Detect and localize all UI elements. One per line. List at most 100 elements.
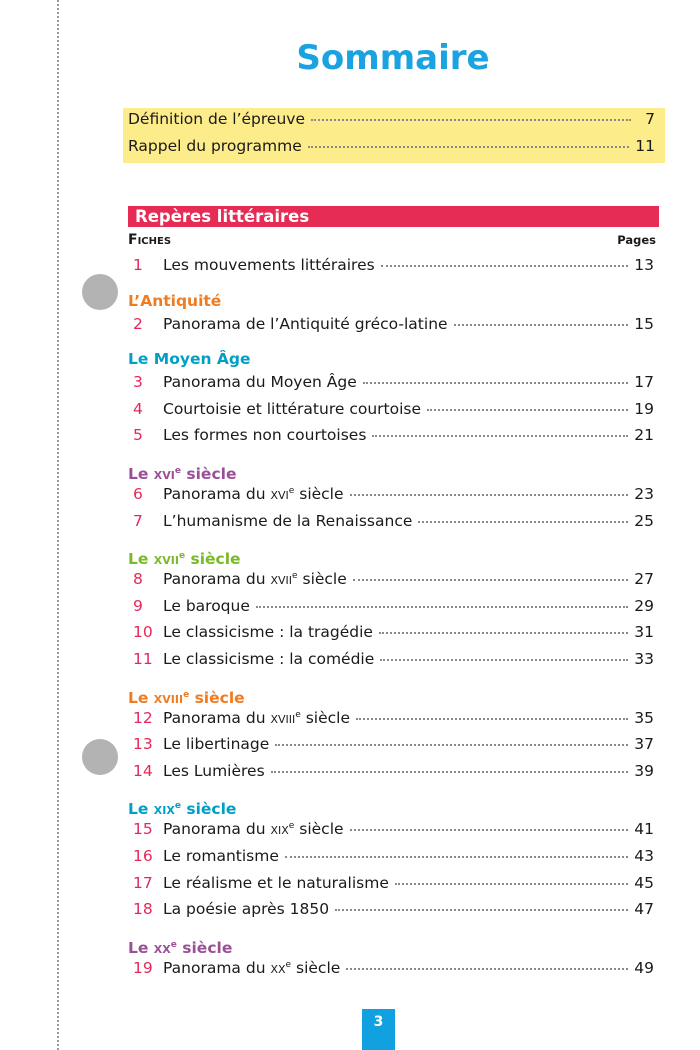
- page-number: 3: [362, 1009, 395, 1050]
- toc-entry[interactable]: 12 Panorama du xviiie siècle 35: [128, 709, 659, 736]
- period-heading: Le xixe siècle: [128, 793, 659, 820]
- entry-page: 29: [634, 596, 654, 615]
- fiche-number: 1: [133, 256, 143, 274]
- toc-entry[interactable]: Rappel du programme 11: [123, 137, 665, 164]
- toc-entry[interactable]: 5 Les formes non courtoises 21: [128, 426, 659, 453]
- entry-label: Panorama du xviiie siècle: [163, 709, 350, 727]
- entry-label: Panorama du xvie siècle: [163, 485, 344, 503]
- entry-label: Rappel du programme: [128, 136, 302, 155]
- period-heading: Le xvie siècle: [128, 458, 659, 485]
- dot-leader: [378, 632, 629, 635]
- century-roman: xviii: [270, 708, 296, 727]
- toc-entry[interactable]: 11 Le classicisme : la comédie 33: [128, 650, 659, 677]
- toc-entry[interactable]: 13 Le libertinage 37: [128, 735, 659, 762]
- toc-entry[interactable]: Définition de l’épreuve 7: [123, 110, 665, 137]
- entry-page: 31: [634, 623, 654, 642]
- fiche-number: 6: [133, 484, 143, 503]
- century-roman: xix: [153, 800, 175, 819]
- text-part: Courtoisie et littérature courtoise: [163, 399, 422, 418]
- century-roman: xx: [270, 958, 286, 977]
- dot-leader: [307, 145, 630, 148]
- toc-entry[interactable]: 17 Le réalisme et le naturalisme 45: [128, 874, 659, 901]
- entry-label: L’humanisme de la Renaissance: [163, 512, 412, 530]
- dot-leader: [380, 658, 629, 661]
- entry-page: 33: [634, 649, 654, 668]
- entry-page: 37: [634, 735, 654, 754]
- fiche-number: 13: [133, 735, 153, 754]
- fiche-number: 8: [133, 570, 143, 589]
- binder-hole: [82, 274, 118, 310]
- text-part: Les Lumières: [163, 761, 265, 780]
- fiches-label: Fiches: [128, 232, 172, 248]
- period-heading: Le xviiie siècle: [128, 682, 659, 709]
- fiche-number: 11: [133, 649, 153, 668]
- century-roman: xx: [153, 938, 171, 957]
- text-part: L’humanisme de la Renaissance: [163, 511, 413, 530]
- toc-entry[interactable]: 7 L’humanisme de la Renaissance 25: [128, 512, 659, 539]
- toc-entry[interactable]: 1 Les mouvements littéraires 13: [128, 256, 659, 283]
- reperes-section: Repères littéraires Fiches Pages 1 Les mo…: [128, 206, 659, 985]
- text-part: siècle: [294, 484, 344, 503]
- text-part: Panorama du: [163, 570, 271, 589]
- text-part: Le: [128, 688, 154, 707]
- dot-leader: [335, 909, 629, 912]
- dot-leader: [275, 744, 629, 747]
- century-suffix: e: [170, 939, 177, 950]
- period-heading: Le Moyen Âge: [128, 346, 659, 373]
- entry-label: Panorama de l’Antiquité gréco-latine: [163, 315, 448, 333]
- entry-page: 11: [635, 136, 655, 155]
- text-part: Le romantisme: [163, 846, 279, 865]
- text-part: Panorama du: [163, 820, 271, 839]
- toc-entry[interactable]: 2 Panorama de l’Antiquité gréco-latine 15: [128, 315, 659, 342]
- dot-leader: [418, 520, 629, 523]
- entry-page: 27: [634, 570, 654, 589]
- fiche-number: 12: [133, 708, 153, 727]
- century-roman: xvi: [153, 465, 175, 484]
- entry-page: 23: [634, 484, 654, 503]
- text-part: siècle: [300, 708, 351, 727]
- entry-page: 49: [634, 958, 654, 977]
- toc-entry[interactable]: 8 Panorama du xviie siècle 27: [128, 570, 659, 597]
- entry-page: 17: [634, 373, 654, 392]
- fiche-number: 9: [133, 596, 143, 615]
- toc-entry[interactable]: 10 Le classicisme : la tragédie 31: [128, 623, 659, 650]
- entry-label: Les formes non courtoises: [163, 426, 366, 444]
- fiche-number: 18: [133, 900, 153, 919]
- section-header: Repères littéraires: [128, 206, 659, 227]
- toc-entry[interactable]: 19 Panorama du xxe siècle 49: [128, 959, 659, 986]
- entry-page: 25: [634, 511, 654, 530]
- fiche-number: 4: [133, 399, 143, 418]
- entry-page: 15: [634, 314, 654, 333]
- dot-leader: [362, 382, 629, 385]
- dot-leader: [427, 408, 629, 411]
- period-heading: Le xviie siècle: [128, 543, 659, 570]
- entry-page: 19: [634, 399, 654, 418]
- dot-leader: [311, 119, 631, 121]
- toc-entry[interactable]: 9 Le baroque 29: [128, 597, 659, 624]
- text-part: siècle: [176, 938, 233, 957]
- entry-label: Les mouvements littéraires: [163, 256, 375, 274]
- dot-leader: [284, 855, 629, 858]
- text-part: Les mouvements littéraires: [163, 256, 375, 274]
- fiche-number: 7: [133, 511, 143, 530]
- entry-page: 39: [634, 761, 654, 780]
- dot-leader: [380, 265, 629, 267]
- fiche-number: 17: [133, 873, 153, 892]
- dot-leader: [372, 435, 629, 438]
- toc-entry[interactable]: 6 Panorama du xvie siècle 23: [128, 485, 659, 512]
- century-roman: xvii: [153, 550, 179, 569]
- toc-entry[interactable]: 3 Panorama du Moyen Âge 17: [128, 373, 659, 400]
- text-part: Le réalisme et le naturalisme: [163, 873, 389, 892]
- toc-entry[interactable]: 14 Les Lumières 39: [128, 762, 659, 789]
- century-roman: xix: [270, 820, 289, 839]
- fiche-number: 16: [133, 846, 153, 865]
- toc-entry[interactable]: 16 Le romantisme 43: [128, 847, 659, 874]
- toc-entry[interactable]: 4 Courtoisie et littérature courtoise 19: [128, 400, 659, 427]
- binder-hole: [82, 739, 118, 775]
- text-part: siècle: [189, 688, 245, 707]
- toc-entry[interactable]: 18 La poésie après 1850 47: [128, 900, 659, 927]
- century-suffix: e: [178, 551, 186, 562]
- century-suffix: e: [183, 689, 190, 700]
- toc-entry[interactable]: 15 Panorama du xixe siècle 41: [128, 820, 659, 847]
- text-part: siècle: [294, 820, 344, 839]
